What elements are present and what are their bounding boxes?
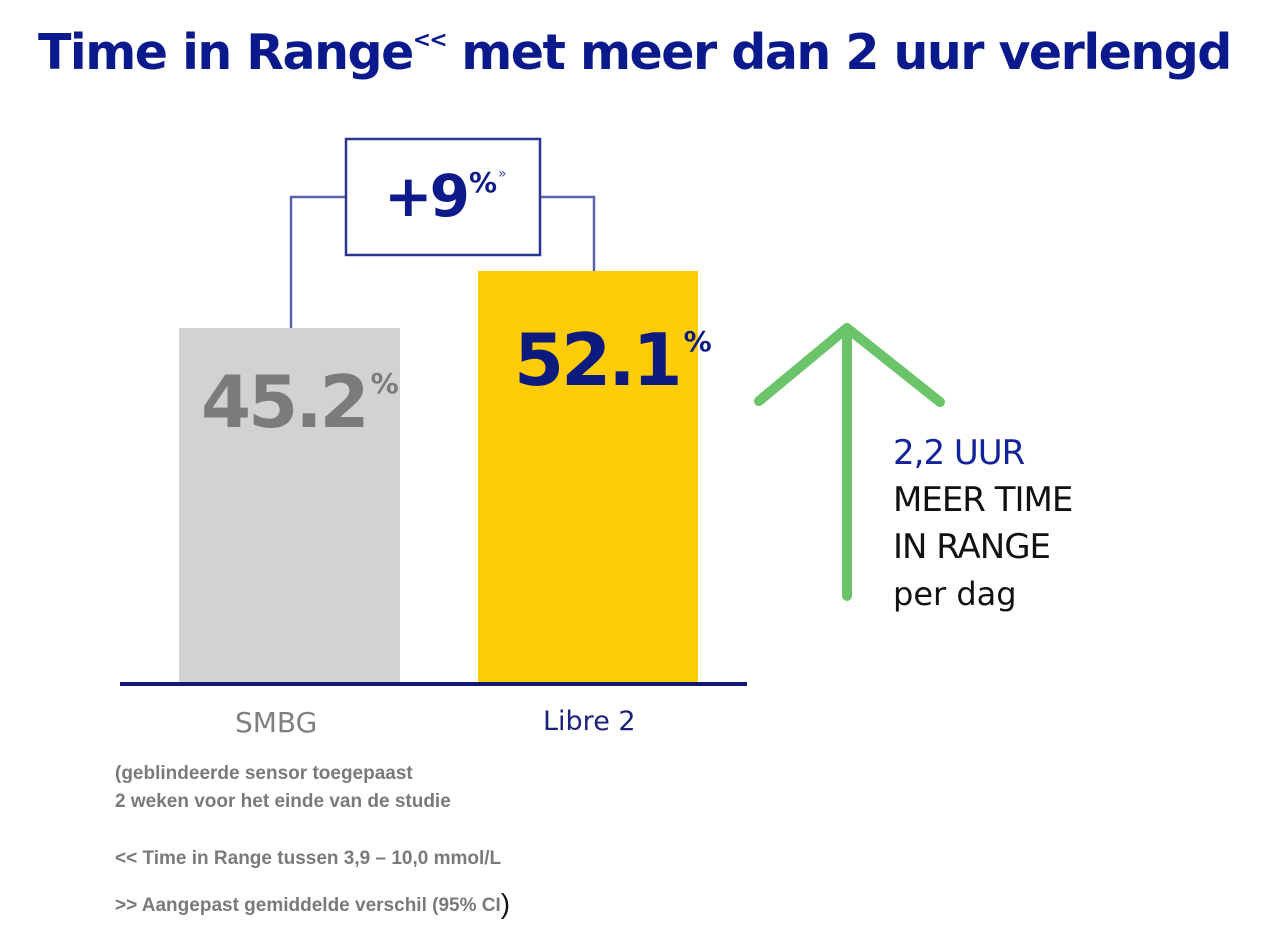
bar-libre2	[478, 271, 698, 684]
callout-text: 2,2 UUR MEER TIME IN RANGE per dag	[893, 430, 1073, 618]
footnote-line-1: (geblindeerde sensor toegepaast	[115, 763, 413, 784]
libre2-value: 52.1	[514, 318, 683, 402]
footnote-line-4-close: )	[500, 888, 511, 919]
smbg-value-label: 45.2%	[201, 360, 399, 444]
category-label-smbg: SMBG	[235, 706, 318, 739]
up-arrow-icon	[754, 323, 945, 601]
title-footnote-marker: <<	[412, 28, 448, 53]
smbg-unit: %	[370, 367, 399, 400]
footnote-spacer	[115, 816, 510, 845]
delta-label: +9%»	[384, 162, 507, 230]
delta-footnote-marker: »	[498, 166, 507, 182]
libre2-value-label: 52.1%	[514, 318, 712, 402]
footnote-line-4-text: >> Aangepast gemiddelde verschil (95% CI	[115, 895, 501, 916]
bar-smbg	[179, 328, 400, 684]
comparison-bracket	[289, 195, 596, 328]
delta-unit: %	[468, 166, 498, 199]
page-title: Time in Range<< met meer dan 2 uur verle…	[38, 18, 1232, 98]
category-label-libre2: Libre 2	[543, 706, 636, 737]
callout-hours: 2,2 UUR	[893, 433, 1025, 473]
delta-value: +9	[384, 162, 470, 230]
title-main: Time in Range	[38, 24, 414, 81]
footnote-line-3: << Time in Range tussen 3,9 – 10,0 mmol/…	[115, 848, 502, 869]
delta-box	[344, 137, 542, 257]
footnote-line-2: 2 weken voor het einde van de studie	[115, 791, 451, 812]
smbg-value: 45.2	[201, 360, 370, 444]
footnotes: (geblindeerde sensor toegepaast 2 weken …	[115, 760, 510, 920]
callout-line-3: IN RANGE	[893, 527, 1051, 567]
callout-line-2: MEER TIME	[893, 480, 1073, 520]
libre2-unit: %	[683, 325, 712, 358]
title-rest: met meer dan 2 uur verlengd	[445, 24, 1232, 81]
footnote-line-4: >> Aangepast gemiddelde verschil (95% CI…	[115, 888, 510, 920]
callout-line-4: per dag	[893, 575, 1017, 613]
